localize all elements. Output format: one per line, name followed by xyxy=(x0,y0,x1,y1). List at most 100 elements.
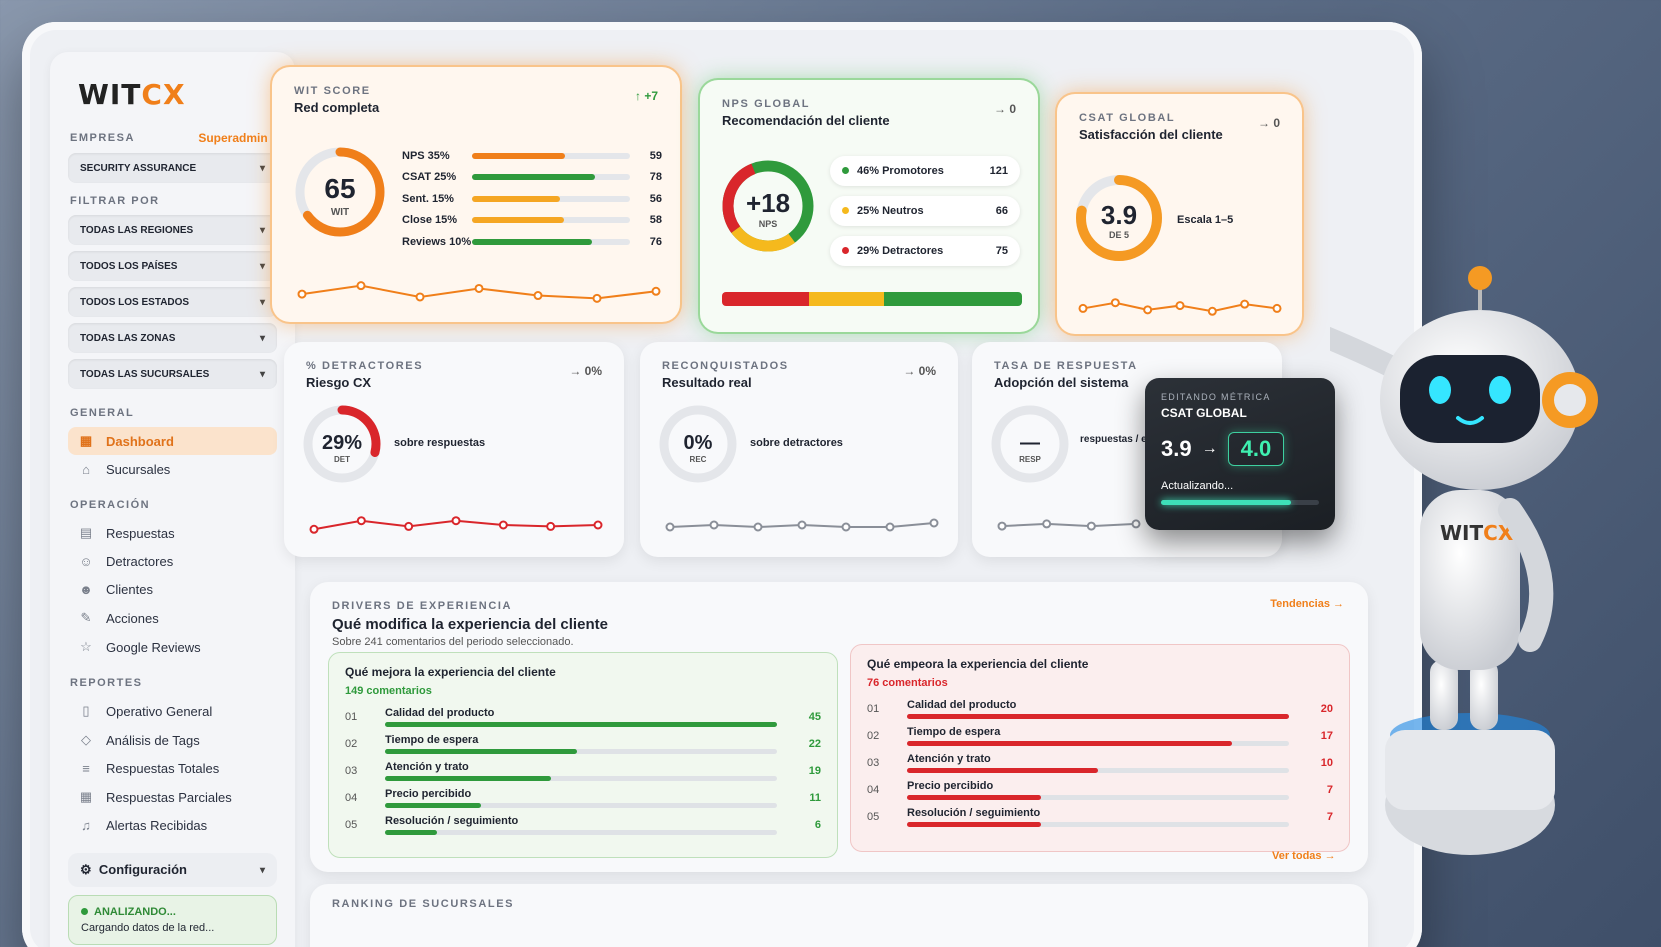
wit-value: 65 xyxy=(324,173,355,204)
segment-dot-icon xyxy=(842,167,849,174)
driver-value: 45 xyxy=(808,710,821,723)
nav-item-respuestas[interactable]: ▤ Respuestas xyxy=(68,519,277,547)
card-kicker: NPS GLOBAL xyxy=(722,98,811,110)
new-value-input[interactable]: 4.0 xyxy=(1227,432,1285,466)
sparkline-point xyxy=(415,292,425,302)
csat-card[interactable]: CSAT GLOBAL Satisfacción del cliente → 0… xyxy=(1057,94,1302,334)
sparkline-point xyxy=(533,291,543,301)
nav-item-alertas-recibidas[interactable]: ♫ Alertas Recibidas xyxy=(68,812,277,839)
sparkline-point xyxy=(929,518,939,528)
score-bar-label: NPS 35% xyxy=(402,149,450,162)
score-bar-track xyxy=(472,174,630,181)
nav-item-acciones[interactable]: ✎ Acciones xyxy=(68,604,277,632)
nav-item-google-reviews[interactable]: ☆ Google Reviews xyxy=(68,633,277,661)
driver-row[interactable]: 02 Tiempo de espera 17 xyxy=(867,722,1333,749)
driver-row[interactable]: 01 Calidad del producto 45 xyxy=(345,703,821,730)
driver-track xyxy=(907,713,1289,719)
filter-label: FILTRAR POR xyxy=(70,195,160,207)
see-all-link[interactable]: Ver todas → xyxy=(1272,850,1336,862)
grid-icon: ▦ xyxy=(79,433,93,448)
detractors-card[interactable]: % DETRACTORES Riesgo CX → 0% 29% DET sob… xyxy=(284,342,624,557)
segment-dot-icon xyxy=(842,247,849,254)
chevron-down-icon: ▾ xyxy=(259,864,265,876)
filter-value: TODAS LAS ZONAS xyxy=(80,332,176,344)
wit-score-card[interactable]: WIT SCORE Red completa ↑ +7 65 WIT NPS 3… xyxy=(272,67,680,322)
sparkline-point xyxy=(498,520,508,530)
bell-icon: ♫ xyxy=(81,818,91,833)
nav-label: Dashboard xyxy=(106,433,174,449)
driver-row[interactable]: 04 Precio percibido 11 xyxy=(345,784,821,811)
driver-label: Atención y trato xyxy=(385,760,469,773)
reconquered-card[interactable]: RECONQUISTADOS Resultado real → 0% 0% RE… xyxy=(640,342,958,557)
negative-drivers-panel: Qué empeora la experiencia del cliente 7… xyxy=(850,644,1350,852)
driver-rank: 03 xyxy=(867,756,880,769)
wit-unit: WIT xyxy=(331,207,349,218)
sparkline-point xyxy=(404,521,414,531)
role-badge[interactable]: Superadmin ‹ xyxy=(198,131,275,145)
driver-row[interactable]: 05 Resolución / seguimiento 7 xyxy=(867,803,1333,830)
filter-select[interactable]: TODAS LAS SUCURSALES ▾ xyxy=(68,359,277,389)
driver-rank: 01 xyxy=(867,702,880,715)
driver-row[interactable]: 04 Precio percibido 7 xyxy=(867,776,1333,803)
driver-row[interactable]: 05 Resolución / seguimiento 6 xyxy=(345,811,821,838)
driver-bar xyxy=(385,775,551,781)
trend-badge: → 0% xyxy=(569,364,602,378)
nps-gauge: +18 NPS xyxy=(722,160,814,252)
editor-status: Actualizando... xyxy=(1161,480,1234,492)
config-button[interactable]: ⚙ Configuración ▾ xyxy=(68,853,277,887)
filter-select[interactable]: TODOS LOS PAÍSES ▾ xyxy=(68,251,277,281)
sparkline-point xyxy=(1042,519,1052,529)
score-bar-track xyxy=(472,195,630,202)
driver-bar xyxy=(385,829,438,835)
negative-driver-list: 01 Calidad del producto 20 02 Tiempo de espe… xyxy=(867,695,1333,830)
nav-item-dashboard[interactable]: ▦ Dashboard xyxy=(68,427,277,455)
driver-row[interactable]: 02 Tiempo de espera 22 xyxy=(345,730,821,757)
witcx-logo[interactable]: WITCX xyxy=(78,78,186,111)
nav-item-respuestas-totales[interactable]: ≡ Respuestas Totales xyxy=(68,755,277,782)
panel-title: Qué empeora la experiencia del cliente xyxy=(867,657,1089,671)
filter-select[interactable]: TODAS LAS ZONAS ▾ xyxy=(68,323,277,353)
score-bar-fill xyxy=(472,238,593,245)
trends-link[interactable]: Tendencias → xyxy=(1270,598,1344,610)
sparkline-point xyxy=(1086,521,1096,531)
nav-item-operativo-general[interactable]: ▯ Operativo General xyxy=(68,697,277,725)
nav-label: Respuestas Parciales xyxy=(106,789,232,805)
nav-label: Clientes xyxy=(106,582,153,597)
nav-item-clientes[interactable]: ☻ Clientes xyxy=(68,576,277,603)
nav-item-detractores[interactable]: ☺ Detractores xyxy=(68,548,277,575)
nps-card[interactable]: NPS GLOBAL Recomendación del cliente → 0… xyxy=(700,80,1038,332)
reconquered-sparkline xyxy=(665,518,939,532)
filter-select[interactable]: TODAS LAS REGIONES ▾ xyxy=(68,215,277,245)
status-panel: ANALIZANDO... Cargando datos de la red..… xyxy=(68,895,277,945)
nav-item-an-lisis-de-tags[interactable]: ◇ Análisis de Tags xyxy=(68,726,277,754)
filter-select[interactable]: TODOS LOS ESTADOS ▾ xyxy=(68,287,277,317)
driver-rank: 04 xyxy=(345,791,358,804)
nav-item-sucursales[interactable]: ⌂ Sucursales xyxy=(68,456,277,483)
card-title: Riesgo CX xyxy=(306,375,372,390)
driver-rank: 02 xyxy=(345,737,358,750)
driver-bar xyxy=(385,802,481,808)
nav-label: Operativo General xyxy=(106,703,213,719)
list-icon: ≡ xyxy=(82,761,90,776)
sparkline-point xyxy=(797,520,807,530)
driver-rank: 03 xyxy=(345,764,358,777)
sparkline-point xyxy=(546,521,556,531)
reports-header: REPORTES xyxy=(70,677,275,689)
nps-segment-pill[interactable]: 46% Promotores 121 xyxy=(830,156,1020,186)
chevron-down-icon: ▾ xyxy=(259,224,265,236)
driver-track xyxy=(907,821,1289,827)
nav-label: Google Reviews xyxy=(106,639,201,655)
reconquered-value: 0% xyxy=(684,432,713,454)
nps-segment-pill[interactable]: 25% Neutros 66 xyxy=(830,196,1020,226)
score-bar-track xyxy=(472,217,630,224)
segment-count: 75 xyxy=(995,245,1008,257)
driver-row[interactable]: 03 Atención y trato 19 xyxy=(345,757,821,784)
nav-label: Respuestas xyxy=(106,525,175,541)
nav-item-respuestas-parciales[interactable]: ▦ Respuestas Parciales xyxy=(68,783,277,811)
metric-editor-popup[interactable]: EDITANDO MÉTRICA CSAT GLOBAL 3.9 → 4.0 A… xyxy=(1145,378,1335,530)
driver-label: Resolución / seguimiento xyxy=(907,806,1041,819)
driver-row[interactable]: 03 Atención y trato 10 xyxy=(867,749,1333,776)
nps-segment-pill[interactable]: 29% Detractores 75 xyxy=(830,236,1020,266)
driver-row[interactable]: 01 Calidad del producto 20 xyxy=(867,695,1333,722)
company-select[interactable]: SECURITY ASSURANCE ▾ xyxy=(68,153,277,183)
